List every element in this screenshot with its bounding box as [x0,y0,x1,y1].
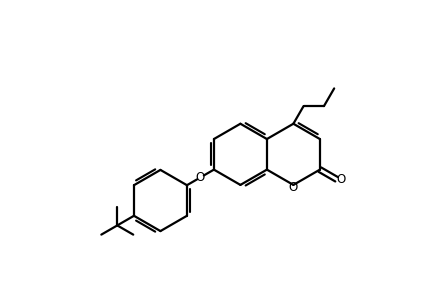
Text: O: O [196,171,204,184]
Text: O: O [336,174,345,186]
Text: O: O [288,181,297,194]
